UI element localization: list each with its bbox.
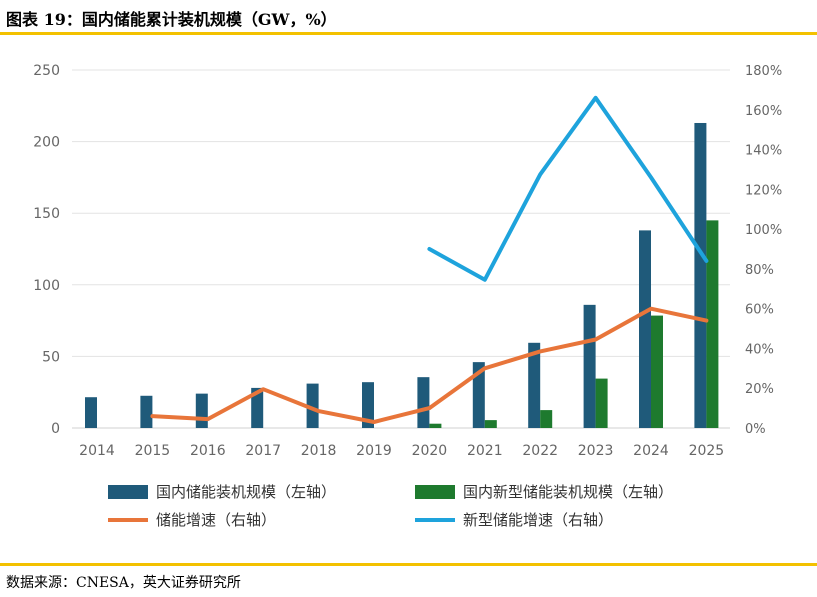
x-tick-label: 2021 (467, 443, 503, 459)
y-left-tick-label: 200 (33, 135, 60, 151)
legend-label: 国内储能装机规模（左轴） (156, 483, 336, 501)
x-tick-label: 2024 (633, 443, 669, 459)
x-tick-label: 2023 (578, 443, 614, 459)
legend-swatch (108, 485, 148, 499)
bar-domestic-storage (85, 397, 97, 428)
x-tick-label: 2025 (689, 443, 725, 459)
legend-label: 新型储能增速（右轴） (463, 511, 613, 529)
legend: 国内储能装机规模（左轴） 国内新型储能装机规模（左轴） 储能增速（右轴） 新型储能增速… (108, 483, 673, 529)
axis-labels: 0 50 100 150 200 250 0% 20% 40% 60% 80% 100% 120% 140… (33, 63, 782, 459)
bar-marks (85, 122, 719, 428)
chart-title: 图表 19：国内储能累计装机规模（GW，%） (6, 10, 337, 29)
bar-domestic-storage (195, 393, 208, 428)
y-left-tick-label: 150 (33, 206, 60, 222)
legend-label: 储能增速（右轴） (156, 511, 276, 529)
bar-domestic-storage (251, 387, 264, 428)
legend-label: 国内新型储能装机规模（左轴） (463, 483, 673, 501)
bar-new-type-storage (651, 315, 663, 428)
bar-new-type-storage (484, 420, 497, 428)
line-storage-growth (150, 306, 709, 424)
legend-swatch (415, 485, 455, 499)
bar-domestic-storage (362, 382, 374, 428)
x-tick-label: 2022 (522, 443, 558, 459)
y-right-tick-label: 100% (745, 223, 782, 238)
bar-domestic-storage (140, 395, 153, 428)
bar-new-type-storage (595, 378, 608, 428)
bar-domestic-storage (583, 304, 596, 428)
y-right-tick-label: 180% (745, 64, 782, 79)
y-right-tick-label: 80% (745, 263, 774, 278)
bottom-accent-rule (0, 563, 817, 566)
bar-new-type-storage (540, 410, 553, 428)
bar-new-type-storage (429, 423, 442, 428)
y-right-tick-label: 120% (745, 183, 782, 198)
y-left-tick-label: 100 (33, 278, 60, 294)
y-right-tick-label: 20% (745, 382, 774, 397)
y-right-tick-label: 160% (745, 104, 782, 119)
bar-domestic-storage (528, 342, 541, 428)
bar-domestic-storage (694, 122, 707, 428)
x-tick-label: 2014 (79, 443, 115, 459)
x-tick-label: 2018 (301, 443, 337, 459)
x-tick-label: 2019 (356, 443, 392, 459)
x-tick-label: 2020 (412, 443, 448, 459)
y-left-tick-label: 0 (51, 421, 60, 437)
y-right-tick-label: 40% (745, 342, 774, 357)
y-right-tick-label: 0% (745, 422, 766, 437)
gridlines (72, 69, 730, 429)
x-tick-label: 2017 (245, 443, 281, 459)
y-right-tick-label: 60% (745, 303, 774, 318)
line-new-type-growth (427, 95, 709, 282)
source-note: 数据来源：CNESA，英大证券研究所 (6, 575, 241, 591)
bar-domestic-storage (472, 362, 485, 428)
bar-domestic-storage (417, 377, 430, 428)
y-left-tick-label: 50 (42, 349, 60, 365)
x-tick-label: 2015 (135, 443, 171, 459)
y-right-tick-label: 140% (745, 144, 782, 159)
bar-domestic-storage (306, 383, 319, 428)
bar-domestic-storage (639, 230, 651, 428)
x-tick-label: 2016 (190, 443, 226, 459)
top-accent-rule (0, 32, 817, 35)
y-left-tick-label: 250 (33, 63, 60, 79)
bar-new-type-storage (706, 220, 719, 428)
line-marks (150, 95, 709, 424)
